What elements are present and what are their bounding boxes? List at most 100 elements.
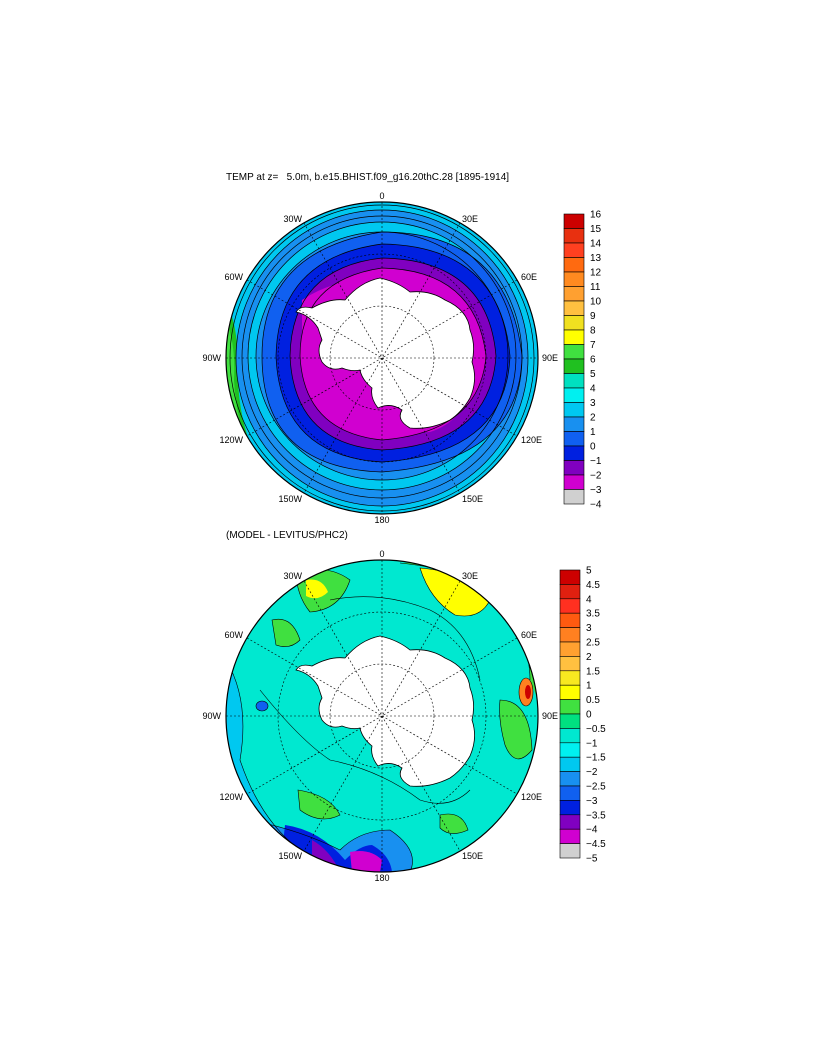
lon-label-90w: 90W (202, 353, 221, 363)
diff-colorbar-label: −1.5 (586, 753, 606, 764)
lon-label-30e: 30E (462, 214, 478, 224)
diff-colorbar-swatch (559, 670, 581, 686)
difference-colorbar: 5 4.5 4 3.5 3 2.5 2 1.5 1 0.5 0 −0.5 −1 −1.5 −2 −2.5 −3 −… (559, 566, 606, 865)
temp-colorbar-swatch (563, 387, 585, 403)
temp-colorbar-label: 2 (590, 413, 596, 424)
diff-colorbar-swatch (559, 656, 581, 672)
antarctica-landmass-diff (295, 635, 475, 787)
temp-colorbar-label: 12 (590, 268, 602, 279)
diff-colorbar-label: 3.5 (586, 609, 600, 620)
diff-colorbar-label: −2.5 (586, 782, 606, 793)
temp-colorbar-label: −1 (590, 456, 602, 467)
sst-polar-map: 0 30E 60E 90E 120E 150E 180 150W 120W 90… (202, 191, 601, 525)
diff-colorbar-swatch (559, 843, 581, 859)
temp-colorbar-swatch (563, 373, 585, 389)
diff-colorbar-swatch (559, 569, 581, 585)
temp-colorbar-label: 5 (590, 369, 596, 380)
lon-label-120e: 120E (521, 435, 542, 445)
diff-colorbar-label: −0.5 (586, 724, 606, 735)
lon-label-150e: 150E (462, 494, 483, 504)
diff-colorbar-swatch (559, 627, 581, 643)
diff-colorbar-label: 1 (586, 681, 592, 692)
diff-colorbar-label: 4 (586, 594, 592, 605)
lon-label-90e-diff: 90E (542, 711, 558, 721)
temp-colorbar-label: 9 (590, 311, 596, 322)
difference-polar-map: 0 30E 60E 90E 120E 150E 180 150W 120W 90… (202, 549, 606, 883)
temp-colorbar-swatch (563, 271, 585, 287)
diff-colorbar-label: 2 (586, 652, 592, 663)
temp-colorbar-label: 11 (590, 282, 601, 293)
difference-map-title: (MODEL - LEVITUS/PHC2) (226, 530, 348, 541)
lon-label-0: 0 (379, 191, 384, 201)
diff-colorbar-swatch (559, 684, 581, 700)
temp-colorbar-label: 8 (590, 326, 596, 337)
diff-colorbar-swatch (559, 641, 581, 657)
lon-label-90w-diff: 90W (202, 711, 221, 721)
temp-colorbar-swatch (563, 402, 585, 418)
diff-colorbar-label: −3 (586, 796, 598, 807)
diff-colorbar-swatch (559, 584, 581, 600)
temp-colorbar-swatch (563, 300, 585, 316)
lon-label-150w-diff: 150W (278, 851, 302, 861)
diff-colorbar-swatch (559, 612, 581, 628)
temp-colorbar-label: 13 (590, 253, 602, 264)
temp-colorbar-swatch (563, 286, 585, 302)
temp-colorbar-swatch (563, 329, 585, 345)
antarctica-landmass (295, 277, 475, 429)
temp-colorbar-swatch (563, 228, 585, 244)
temp-colorbar-swatch (563, 474, 585, 490)
diff-colorbar-swatch (559, 728, 581, 744)
map-title: TEMP at z= 5.0m, b.e15.BHIST.f09_g16.20t… (226, 172, 510, 183)
diff-colorbar-swatch (559, 785, 581, 801)
lon-label-150e-diff: 150E (462, 851, 483, 861)
diff-colorbar-label: 0 (586, 710, 592, 721)
temp-colorbar-label: 1 (590, 427, 596, 438)
diff-colorbar-label: 2.5 (586, 638, 600, 649)
lon-label-120e-diff: 120E (521, 792, 542, 802)
lon-label-60e-diff: 60E (521, 630, 537, 640)
temp-colorbar-swatch (563, 489, 585, 505)
temp-colorbar-label: 3 (590, 398, 596, 409)
diff-colorbar-swatch (559, 771, 581, 787)
temp-colorbar-label: 6 (590, 355, 596, 366)
lon-label-60e: 60E (521, 272, 537, 282)
diff-colorbar-swatch (559, 598, 581, 614)
temp-colorbar-swatch (563, 257, 585, 273)
diff-colorbar-swatch (559, 699, 581, 715)
diff-colorbar-label: 5 (586, 566, 592, 577)
lon-label-150w: 150W (278, 494, 302, 504)
lon-label-180-diff: 180 (374, 873, 389, 883)
lon-label-180: 180 (374, 515, 389, 525)
temp-colorbar-label: 7 (590, 340, 596, 351)
diff-colorbar-swatch (559, 713, 581, 729)
lon-label-0-diff: 0 (379, 549, 384, 559)
temp-colorbar-swatch (563, 213, 585, 229)
temp-colorbar-label: −2 (590, 471, 602, 482)
temp-colorbar-label: 4 (590, 384, 596, 395)
diff-colorbar-label: 0.5 (586, 695, 600, 706)
temp-colorbar-label: 15 (590, 224, 602, 235)
lon-label-30e-diff: 30E (462, 571, 478, 581)
diff-colorbar-swatch (559, 828, 581, 844)
diff-colorbar-swatch (559, 800, 581, 816)
lon-label-60w: 60W (224, 272, 243, 282)
lon-label-120w-diff: 120W (219, 792, 243, 802)
diff-colorbar-label: −3.5 (586, 810, 606, 821)
diff-colorbar-label: −1 (586, 738, 598, 749)
diff-colorbar-swatch (559, 742, 581, 758)
temp-colorbar-label: 16 (590, 210, 602, 221)
diff-colorbar-label: 3 (586, 623, 592, 634)
lon-label-30w-diff: 30W (283, 571, 302, 581)
temp-colorbar-label: −4 (590, 500, 602, 511)
diff-colorbar-label: 1.5 (586, 666, 600, 677)
temp-colorbar-swatch (563, 344, 585, 360)
diff-colorbar-label: −4.5 (586, 839, 606, 850)
temp-colorbar-swatch (563, 431, 585, 447)
temp-colorbar-swatch (563, 358, 585, 374)
temp-colorbar-swatch (563, 445, 585, 461)
temp-colorbar-label: 0 (590, 442, 596, 453)
diff-colorbar-label: 4.5 (586, 580, 600, 591)
lon-label-60w-diff: 60W (224, 630, 243, 640)
